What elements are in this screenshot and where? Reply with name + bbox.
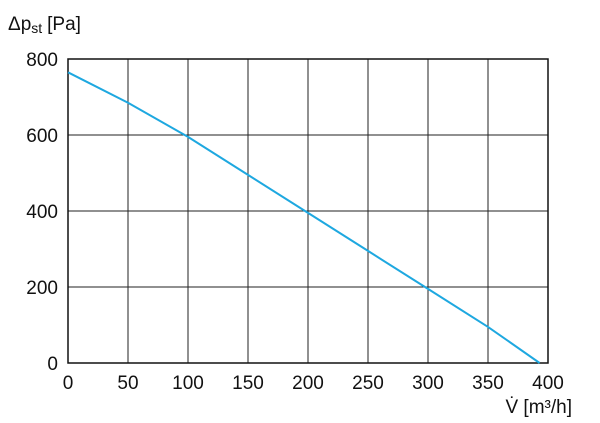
y-label-unit: [Pa] (47, 14, 81, 35)
y-tick-label: 0 (47, 354, 58, 375)
plot-frame (67, 58, 549, 364)
y-label-symbol: Δp (8, 14, 31, 35)
x-tick-label: 150 (232, 373, 264, 394)
y-label-subscript: st (31, 20, 42, 36)
x-tick-label: 50 (117, 373, 138, 394)
y-tick-label: 600 (26, 126, 58, 147)
y-tick-label: 200 (26, 278, 58, 299)
x-tick-label: 350 (472, 373, 504, 394)
data-line (67, 71, 541, 364)
x-tick-label: 250 (352, 373, 384, 394)
y-axis-label: Δpst [Pa] (8, 14, 81, 36)
y-tick-label: 400 (26, 202, 58, 223)
x-axis-label: V̇ [m³/h] (505, 397, 572, 418)
x-tick-label: 300 (412, 373, 444, 394)
x-tick-label: 100 (172, 373, 204, 394)
x-tick-label: 400 (532, 373, 564, 394)
x-tick-label: 200 (292, 373, 324, 394)
y-tick-label: 800 (26, 50, 58, 71)
x-tick-label: 0 (63, 373, 74, 394)
